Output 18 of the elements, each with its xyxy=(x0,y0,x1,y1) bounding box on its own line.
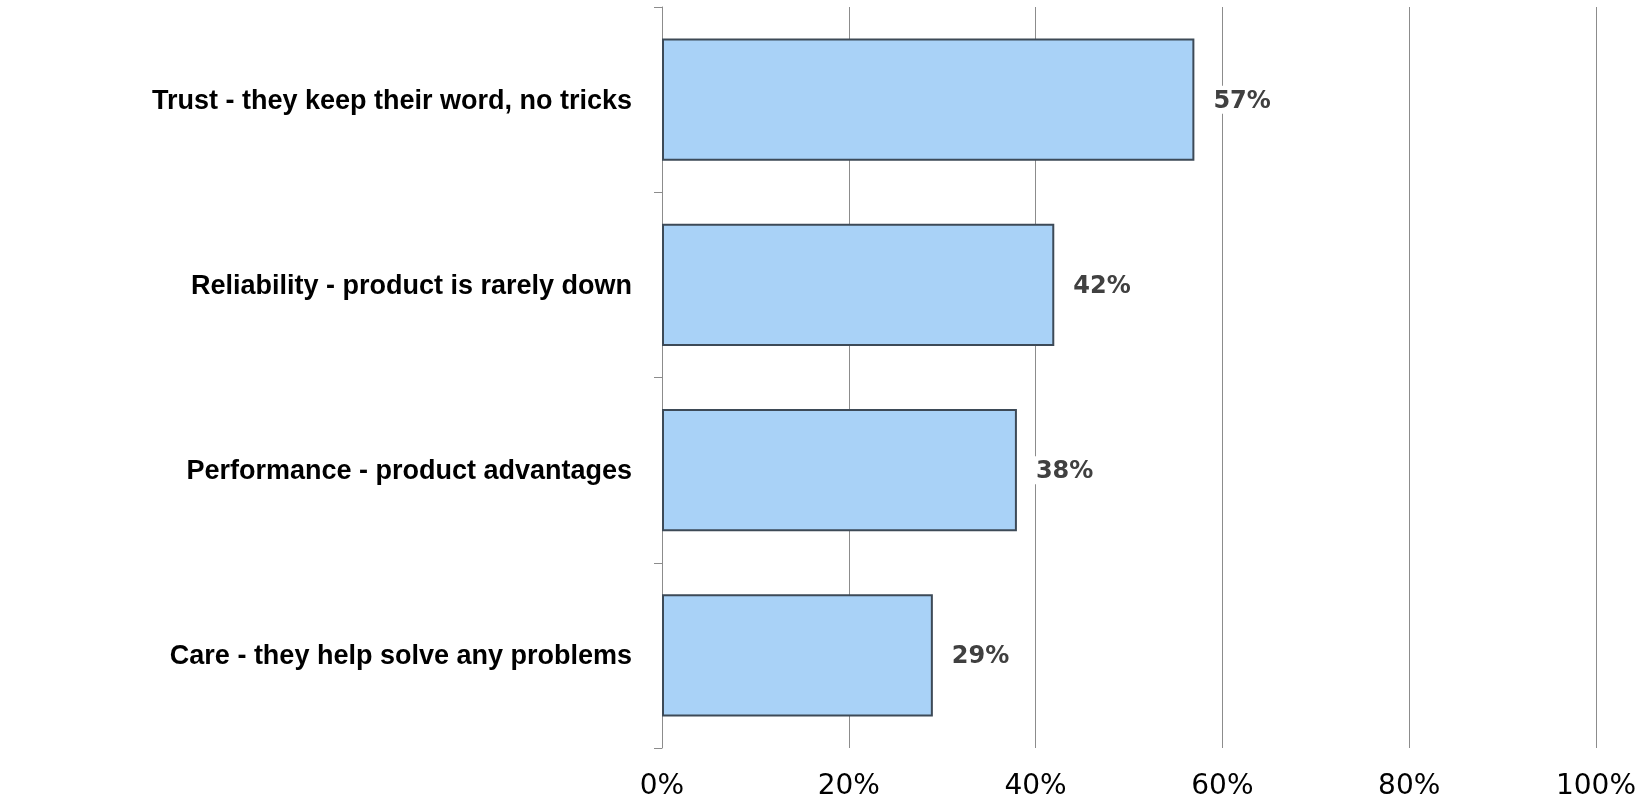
y-tick-label: Reliability - product is rarely down xyxy=(190,269,632,300)
bar xyxy=(662,594,933,717)
y-tick-label: Care - they help solve any problems xyxy=(169,640,632,671)
x-tick-label: 20% xyxy=(817,767,880,801)
data-label: 38% xyxy=(1035,456,1094,485)
x-tick-label: 100% xyxy=(1555,767,1637,801)
bar xyxy=(662,408,1017,532)
data-label: 42% xyxy=(1073,270,1131,299)
y-tick-label: Performance - product advantages xyxy=(186,455,632,486)
bar xyxy=(662,223,1055,347)
data-label: 29% xyxy=(951,641,1010,670)
data-label: 57% xyxy=(1213,85,1271,114)
bar xyxy=(662,38,1195,161)
x-tick-label: 0% xyxy=(639,767,685,801)
x-tick-label: 60% xyxy=(1191,767,1254,801)
x-tick-label: 40% xyxy=(1004,767,1067,801)
y-tick-label: Trust - they keep their word, no tricks xyxy=(151,84,632,115)
x-tick-label: 80% xyxy=(1378,767,1441,801)
